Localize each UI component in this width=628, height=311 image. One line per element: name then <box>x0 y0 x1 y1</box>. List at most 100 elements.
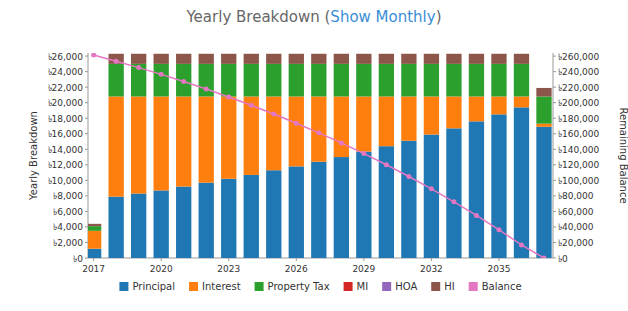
bar <box>446 128 461 258</box>
bar <box>356 96 371 151</box>
bar <box>469 64 484 97</box>
x-tick <box>228 258 229 261</box>
bar <box>176 96 191 186</box>
y2-tick-label: ৳20,000 <box>558 238 594 248</box>
bar <box>356 64 371 97</box>
legend-swatch <box>469 282 478 291</box>
y2-tick <box>553 242 556 243</box>
legend-label: Interest <box>202 281 241 292</box>
y2-tick <box>553 226 556 227</box>
bar <box>469 121 484 258</box>
bar <box>356 152 371 258</box>
y-tick-label: ৳6,000 <box>53 207 83 217</box>
y2-tick-label: ৳220,000 <box>558 83 599 93</box>
title-link[interactable]: Show Monthly <box>330 8 435 26</box>
bar <box>536 88 551 97</box>
y2-tick-label: ৳240,000 <box>558 67 599 77</box>
bar <box>244 96 259 174</box>
balance-point <box>91 53 96 58</box>
bar <box>131 194 146 258</box>
title-text: Yearly Breakdown ( <box>185 8 330 26</box>
balance-line <box>94 55 544 258</box>
legend-label: Balance <box>482 281 522 292</box>
bar <box>199 183 214 258</box>
x-tick-label: 2017 <box>82 264 105 274</box>
bar <box>221 64 236 97</box>
bar <box>244 64 259 97</box>
bar <box>244 54 259 64</box>
bar <box>289 96 304 166</box>
balance-point <box>271 112 276 117</box>
y-tick-label: ৳22,000 <box>48 83 84 93</box>
title: Yearly Breakdown (Show Monthly) <box>185 8 441 26</box>
bar <box>266 96 281 170</box>
bar <box>514 64 529 97</box>
y-tick-label: ৳10,000 <box>48 176 84 186</box>
title-text: ) <box>436 8 442 26</box>
bar <box>446 64 461 97</box>
bar <box>289 64 304 97</box>
y-tick-label: ৳12,000 <box>48 160 84 170</box>
legend-swatch <box>119 282 128 291</box>
y2-tick <box>553 195 556 196</box>
bar <box>266 54 281 64</box>
legend-label: HOA <box>395 281 417 292</box>
balance-point <box>474 213 479 218</box>
y2-tick <box>553 56 556 57</box>
balance-point <box>226 94 231 99</box>
y2-tick <box>553 102 556 103</box>
bar <box>88 231 101 249</box>
y-tick-label: ৳14,000 <box>48 145 84 155</box>
bar <box>176 54 191 64</box>
y-tick-label: ৳24,000 <box>48 67 84 77</box>
bar <box>154 54 169 64</box>
balance-point <box>316 130 321 135</box>
bar <box>536 127 551 258</box>
x-tick <box>296 258 297 261</box>
bar <box>311 162 326 258</box>
balance-point <box>406 174 411 179</box>
y-tick <box>85 258 88 259</box>
bar <box>491 54 506 64</box>
legend-swatch <box>255 282 264 291</box>
bar <box>379 146 394 258</box>
y-tick <box>85 164 88 165</box>
x-tick <box>498 258 499 261</box>
bar <box>289 54 304 64</box>
bar <box>334 96 349 157</box>
bar <box>108 96 123 196</box>
bar <box>108 197 123 258</box>
bar <box>221 96 236 178</box>
bar <box>108 64 123 97</box>
bar <box>266 170 281 258</box>
balance-point <box>181 79 186 84</box>
background <box>0 0 628 311</box>
x-tick <box>363 258 364 261</box>
balance-point <box>496 227 501 232</box>
y2-tick <box>553 258 556 259</box>
chart: Yearly Breakdown (Show Monthly)Yearly Br… <box>0 0 628 311</box>
y2-tick <box>553 149 556 150</box>
bar <box>536 124 551 127</box>
y2-tick-label: ৳180,000 <box>558 114 599 124</box>
bar <box>356 54 371 64</box>
bar <box>311 96 326 161</box>
y-tick-label: ৳0 <box>73 254 83 264</box>
legend-label: HI <box>444 281 454 292</box>
bar <box>221 54 236 64</box>
bar <box>401 64 416 97</box>
bar <box>491 114 506 258</box>
bar <box>311 64 326 97</box>
y2-tick <box>553 87 556 88</box>
balance-point <box>136 65 141 70</box>
bar <box>469 96 484 121</box>
x-tick <box>93 258 94 261</box>
balance-point <box>429 186 434 191</box>
balance-point <box>249 103 254 108</box>
x-tick-label: 2035 <box>488 264 511 274</box>
balance-point <box>384 162 389 167</box>
y2-tick-label: ৳120,000 <box>558 160 599 170</box>
legend-swatch <box>189 282 198 291</box>
y2-tick <box>553 180 556 181</box>
bar <box>154 64 169 97</box>
